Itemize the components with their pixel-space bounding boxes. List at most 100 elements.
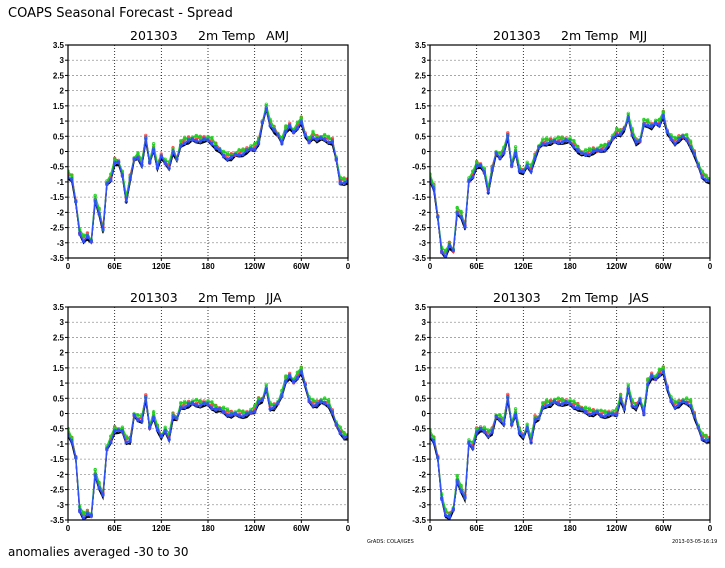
series-group xyxy=(430,365,710,520)
data-point xyxy=(140,163,144,167)
data-point xyxy=(163,425,167,429)
data-point xyxy=(222,155,226,159)
data-point xyxy=(467,179,471,183)
data-point xyxy=(183,405,187,409)
data-point xyxy=(657,124,662,128)
data-point xyxy=(646,382,650,386)
data-point xyxy=(568,402,572,406)
data-point xyxy=(93,467,97,472)
y-tick-label: -3.5 xyxy=(412,254,426,263)
data-point xyxy=(140,419,144,423)
data-point xyxy=(342,180,346,184)
data-point xyxy=(653,377,658,382)
data-point xyxy=(626,388,630,392)
series-blue-members xyxy=(68,106,348,244)
data-point xyxy=(673,400,677,404)
data-point xyxy=(210,407,214,411)
data-point xyxy=(93,200,97,204)
data-point xyxy=(564,138,568,142)
data-point xyxy=(599,149,603,154)
data-point xyxy=(222,411,226,415)
data-point xyxy=(276,133,280,137)
data-point xyxy=(688,399,693,404)
data-point xyxy=(455,205,459,210)
panel-date: 201303 xyxy=(130,28,178,43)
data-point xyxy=(299,369,303,373)
y-tick-label: 2.5 xyxy=(415,71,427,80)
panel-variable: 2m Temp xyxy=(198,290,255,305)
data-point xyxy=(560,401,564,406)
data-point xyxy=(455,474,459,478)
data-point xyxy=(214,407,218,411)
data-point xyxy=(502,422,506,426)
data-point xyxy=(101,492,105,496)
data-point xyxy=(587,412,592,417)
data-point xyxy=(311,399,315,403)
data-point xyxy=(673,137,677,141)
data-point xyxy=(634,404,638,409)
data-point xyxy=(545,404,549,408)
x-tick-label: 120W xyxy=(606,262,627,271)
data-point xyxy=(81,511,86,516)
data-point xyxy=(541,137,545,141)
data-point xyxy=(704,438,708,442)
series-group xyxy=(68,102,348,245)
data-point xyxy=(677,402,681,406)
data-point xyxy=(611,413,615,417)
y-tick-label: 2 xyxy=(60,87,65,96)
data-point xyxy=(284,375,288,380)
data-point xyxy=(521,169,525,173)
footer-note: anomalies averaged -30 to 30 xyxy=(8,545,189,559)
data-point xyxy=(525,160,529,164)
data-point xyxy=(681,399,685,403)
data-point xyxy=(93,193,97,197)
data-point xyxy=(194,140,198,144)
data-point xyxy=(68,170,70,174)
data-point xyxy=(545,142,549,146)
data-point xyxy=(292,380,296,385)
data-point xyxy=(179,406,183,411)
x-tick-label: 180 xyxy=(563,524,577,533)
data-point xyxy=(576,405,580,409)
data-point xyxy=(241,152,245,156)
data-point xyxy=(190,138,194,142)
data-point xyxy=(315,402,319,406)
x-tick-label: 60W xyxy=(655,524,672,533)
panel-mjj-title: 201303 2m Temp MJJ xyxy=(493,28,647,43)
data-point xyxy=(323,138,327,143)
data-point xyxy=(81,234,86,238)
data-point xyxy=(163,157,167,161)
x-tick-label: 120W xyxy=(244,262,265,271)
y-tick-label: 3 xyxy=(422,318,427,327)
data-point xyxy=(152,416,156,420)
data-point xyxy=(436,215,440,219)
data-point xyxy=(603,414,607,418)
data-point xyxy=(696,426,700,430)
data-point xyxy=(70,439,74,443)
data-point xyxy=(128,176,132,180)
data-point xyxy=(634,139,638,143)
data-point xyxy=(311,130,315,135)
y-tick-label: 3.5 xyxy=(53,41,65,50)
data-point xyxy=(622,126,627,130)
data-point xyxy=(241,149,245,153)
plot-frame xyxy=(429,44,711,259)
y-tick-label: -3 xyxy=(57,501,65,510)
y-tick-label: 2.5 xyxy=(415,333,427,342)
data-point xyxy=(471,169,475,173)
series-blue-members xyxy=(68,369,348,520)
data-point xyxy=(163,162,167,166)
data-point xyxy=(280,395,284,399)
series-red-members xyxy=(430,108,710,256)
data-point xyxy=(479,163,483,167)
y-tick-label: 0 xyxy=(60,410,65,419)
data-point xyxy=(451,249,455,253)
x-tick-label: 60E xyxy=(108,262,123,271)
data-point xyxy=(167,166,171,171)
data-point xyxy=(78,510,82,514)
data-point xyxy=(210,142,214,146)
data-point xyxy=(303,132,307,137)
data-point xyxy=(260,120,265,124)
series-line xyxy=(68,369,348,520)
data-point xyxy=(68,176,70,180)
